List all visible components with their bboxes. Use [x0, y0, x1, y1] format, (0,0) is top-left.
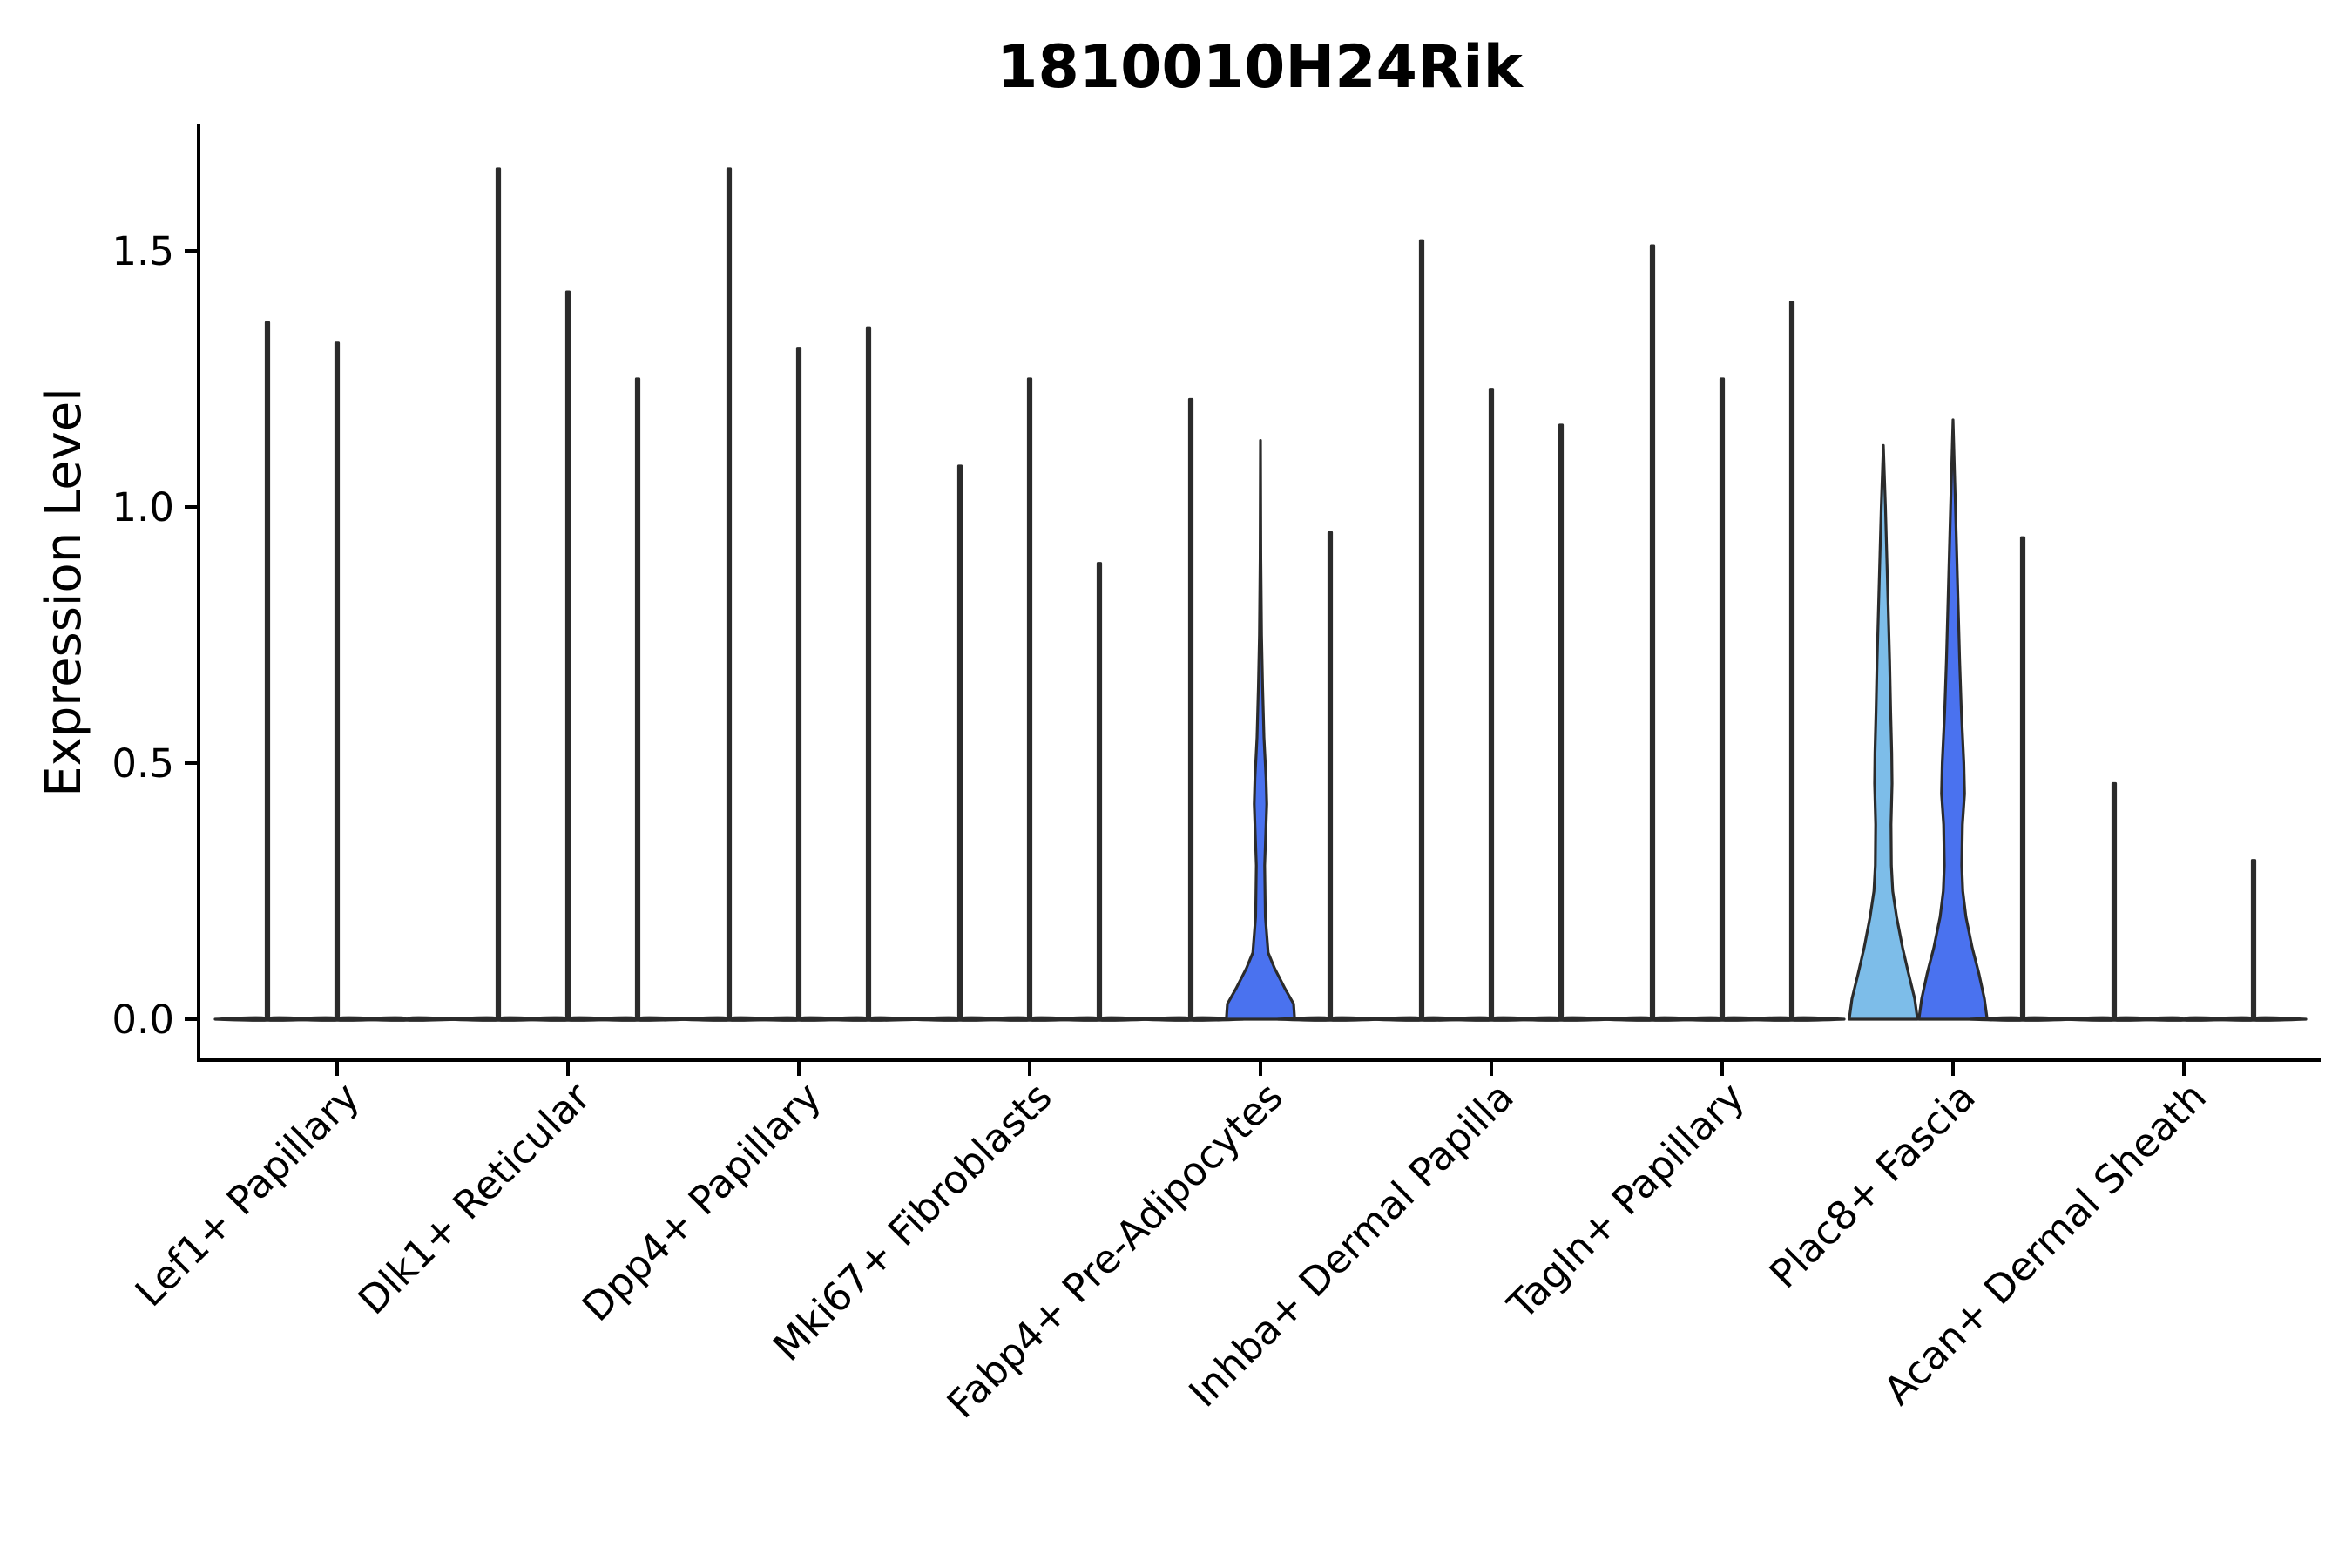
y-axis-label: Expression Level [36, 388, 92, 797]
violin-mark [353, 1016, 461, 1022]
violin-mark [1848, 443, 1919, 1021]
violin-mark [976, 377, 1084, 1022]
violin-mark [2060, 781, 2168, 1022]
x-tick-label: Tagln+ Papillary [1498, 1073, 1754, 1328]
violin-mark [283, 341, 391, 1022]
violin-mark [213, 321, 321, 1022]
violin-mark [745, 347, 853, 1022]
violin-mark [1045, 562, 1153, 1022]
violin-mark [1598, 244, 1707, 1022]
violin-mark [1437, 388, 1545, 1022]
violin-mark [1969, 536, 2077, 1022]
violin-mark [1917, 418, 1989, 1021]
violin-mark [444, 167, 552, 1022]
violin-mark [1137, 397, 1245, 1022]
x-tick-label: Plac8+ Fascia [1761, 1073, 1984, 1297]
violin-mark [814, 326, 923, 1022]
violin-mark [514, 290, 622, 1022]
violin-mark [1368, 239, 1476, 1022]
x-tick-label: Lef1+ Papillary [126, 1073, 368, 1315]
violin-mark [906, 464, 1014, 1022]
violin-mark [1507, 423, 1615, 1022]
violin-mark [675, 167, 783, 1022]
violin-mark [2200, 859, 2308, 1022]
y-tick-label: 0.0 [112, 997, 174, 1043]
x-tick-label: Dlk1+ Reticular [349, 1073, 599, 1323]
y-tick-label: 1.5 [112, 228, 174, 274]
violin-group [213, 167, 2308, 1022]
chart-title: 1810010H24Rik [997, 33, 1524, 102]
violin-mark [1668, 377, 1776, 1022]
violin-mark [584, 377, 692, 1022]
violin-mark [1225, 439, 1296, 1021]
y-tick-label: 1.0 [112, 484, 174, 531]
y-tick-label: 0.5 [112, 740, 174, 787]
violin-mark [1276, 531, 1384, 1022]
x-tick-label: Dpp4+ Papillary [573, 1073, 830, 1330]
y-axis-ticks: 0.0 0.5 1.0 1.5 [112, 228, 199, 1043]
violin-mark [1738, 301, 1846, 1022]
